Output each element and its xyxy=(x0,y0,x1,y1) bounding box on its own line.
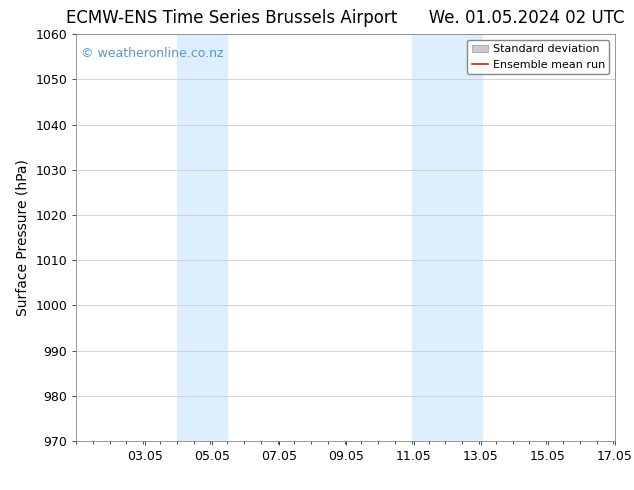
Text: © weatheronline.co.nz: © weatheronline.co.nz xyxy=(81,47,224,59)
Bar xyxy=(412,34,482,441)
Title: ECMW-ENS Time Series Brussels Airport      We. 01.05.2024 02 UTC: ECMW-ENS Time Series Brussels Airport We… xyxy=(67,9,624,27)
Bar xyxy=(177,34,227,441)
Legend: Standard deviation, Ensemble mean run: Standard deviation, Ensemble mean run xyxy=(467,40,609,74)
Y-axis label: Surface Pressure (hPa): Surface Pressure (hPa) xyxy=(16,159,30,316)
